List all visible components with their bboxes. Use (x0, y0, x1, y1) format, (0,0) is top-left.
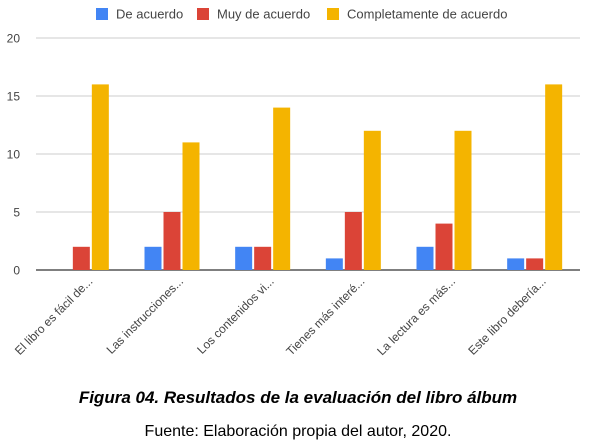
y-tick-label: 10 (7, 148, 21, 162)
y-tick-label: 20 (7, 32, 21, 46)
x-tick-label: Las instrucciones... (104, 274, 187, 357)
y-tick-label: 15 (7, 90, 21, 104)
chart-bars (72, 84, 563, 271)
bar-1-2 (144, 246, 162, 270)
bar-3-3 (273, 107, 291, 270)
legend-label-2: Muy de acuerdo (217, 7, 310, 22)
legend-label-1: De acuerdo (116, 7, 183, 22)
legend-swatch-3 (327, 8, 339, 20)
chart-grid: 0 5 10 15 20 (7, 32, 580, 278)
bar-2-4 (344, 212, 362, 270)
chart-legend: De acuerdo Muy de acuerdo Completamente de… (96, 7, 507, 22)
legend-label-3: Completamente de acuerdo (347, 7, 507, 22)
x-tick-label: Los contenidos vi... (194, 274, 277, 357)
x-tick-label: Tienes más interé... (283, 274, 367, 358)
bar-2-5 (435, 223, 453, 270)
bar-2-3 (254, 246, 272, 270)
bar-2-2 (163, 212, 181, 270)
legend-swatch-2 (197, 8, 209, 20)
bar-chart: De acuerdo Muy de acuerdo Completamente de… (7, 7, 580, 358)
figure-caption: Figura 04. Resultados de la evaluación d… (78, 388, 518, 407)
bar-3-5 (454, 130, 472, 270)
bar-1-5 (416, 246, 434, 270)
bar-3-1 (91, 84, 109, 271)
bar-3-4 (363, 130, 381, 270)
bar-2-1 (72, 246, 90, 270)
x-tick-label: La lectura es más... (374, 274, 458, 358)
bar-3-6 (545, 84, 563, 271)
bar-1-6 (507, 258, 525, 270)
x-axis-labels: El libro es fácil de... Las instrucciones… (12, 274, 549, 358)
bar-1-4 (325, 258, 343, 270)
bar-3-2 (182, 142, 200, 270)
legend-swatch-1 (96, 8, 108, 20)
y-tick-label: 5 (13, 206, 20, 220)
figure-source: Fuente: Elaboración propia del autor, 20… (144, 423, 452, 440)
y-tick-label: 0 (13, 264, 20, 278)
x-tick-label: Este libro debería... (465, 274, 548, 357)
bar-2-6 (526, 258, 544, 270)
x-tick-label: El libro es fácil de... (12, 274, 95, 357)
bar-1-3 (235, 246, 253, 270)
